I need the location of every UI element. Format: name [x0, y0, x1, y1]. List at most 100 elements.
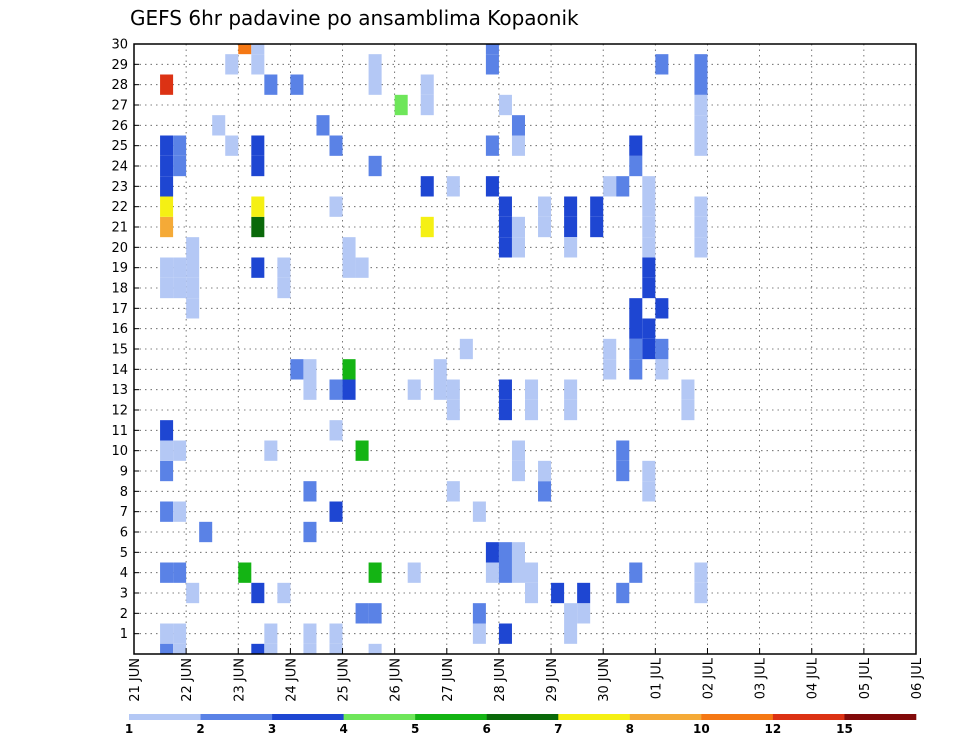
heatmap-cell [525, 582, 539, 604]
heatmap-cell [642, 460, 656, 482]
heatmap-cell [251, 643, 265, 654]
heatmap-cell [407, 562, 421, 583]
x-tick-label: 23 JUN [232, 658, 247, 702]
heatmap-cell [329, 623, 343, 644]
heatmap-cell [564, 196, 578, 217]
heatmap-cell [642, 318, 656, 339]
legend-swatch [343, 714, 416, 720]
heatmap-cell [238, 44, 252, 55]
legend-swatch [129, 714, 201, 720]
heatmap-cell [433, 379, 447, 400]
heatmap-cell [538, 460, 552, 482]
heatmap-cell [160, 460, 174, 482]
heatmap-cell [303, 521, 317, 543]
heatmap-cell [694, 115, 708, 136]
y-tick-label: 7 [120, 505, 128, 520]
heatmap-cell [251, 216, 265, 238]
y-tick-label: 26 [111, 119, 128, 134]
heatmap-cell [303, 481, 317, 502]
y-tick-label: 1 [120, 627, 128, 642]
legend-label: 10 [693, 722, 710, 736]
x-tick-label: 30 JUN [597, 658, 612, 702]
heatmap-cell [160, 176, 174, 197]
heatmap-cells [160, 44, 708, 654]
heatmap-cell [355, 440, 369, 461]
heatmap-cell [264, 643, 278, 654]
heatmap-cell [564, 399, 578, 421]
heatmap-cell [551, 582, 565, 604]
y-tick-label: 27 [111, 99, 128, 114]
legend-swatch [772, 714, 845, 720]
heatmap-cell [590, 196, 604, 217]
x-tick-label: 03 JUL [754, 657, 769, 699]
heatmap-cell [603, 338, 617, 360]
legend-swatch [629, 714, 702, 720]
heatmap-cell [472, 603, 486, 624]
y-tick-label: 23 [111, 180, 128, 195]
heatmap-cell [173, 277, 187, 299]
heatmap-cell [160, 440, 174, 461]
heatmap-cell [616, 582, 630, 604]
x-tick-label: 22 JUN [180, 658, 195, 702]
heatmap-cell [629, 359, 643, 380]
x-tick-label: 06 JUL [910, 657, 925, 699]
heatmap-cell [498, 542, 512, 563]
heatmap-cell [655, 54, 669, 75]
heatmap-cell [498, 94, 512, 116]
heatmap-cell [498, 379, 512, 400]
legend-swatch [844, 714, 917, 720]
heatmap-cell [290, 359, 304, 380]
heatmap-cell [694, 562, 708, 583]
heatmap-cell [368, 155, 382, 177]
heatmap-cell [251, 155, 265, 177]
heatmap-cell [212, 115, 226, 136]
y-tick-label: 30 [111, 38, 128, 53]
heatmap-cell [160, 196, 174, 217]
heatmap-cell [160, 216, 174, 238]
heatmap-cell [186, 277, 200, 299]
heatmap-cell [694, 196, 708, 217]
heatmap-cell [173, 135, 187, 156]
heatmap-cell [564, 379, 578, 400]
heatmap-cell [303, 643, 317, 654]
legend-label: 1 [125, 722, 133, 736]
y-tick-label: 13 [111, 383, 128, 398]
heatmap-cell [160, 420, 174, 441]
heatmap-cell [368, 603, 382, 624]
heatmap-cell [655, 298, 669, 319]
chart-title: GEFS 6hr padavine po ansamblima Kopaonik [130, 6, 579, 30]
heatmap-cell [655, 338, 669, 360]
heatmap-cell [251, 54, 265, 75]
heatmap-cell [511, 460, 525, 482]
heatmap-cell [642, 257, 656, 278]
heatmap-cell [173, 501, 187, 522]
heatmap-cell [251, 582, 265, 604]
heatmap-cell [329, 379, 343, 400]
legend-label: 8 [626, 722, 634, 736]
heatmap-cell [603, 176, 617, 197]
heatmap-cell [498, 562, 512, 583]
heatmap-cell [316, 115, 330, 136]
x-tick-label: 01 JUL [649, 657, 664, 699]
y-tick-label: 25 [111, 139, 128, 154]
x-tick-label: 21 JUN [128, 658, 143, 702]
x-tick-label: 25 JUN [337, 658, 352, 702]
heatmap-cell [694, 94, 708, 116]
heatmap-cell [186, 582, 200, 604]
heatmap-cell [329, 420, 343, 441]
x-tick-label: 29 JUN [545, 658, 560, 702]
y-tick-label: 2 [120, 607, 128, 622]
y-tick-label: 14 [111, 363, 128, 378]
legend-label: 4 [339, 722, 347, 736]
heatmap-cell [420, 94, 434, 116]
heatmap-cell [511, 216, 525, 238]
heatmap-cell [186, 257, 200, 278]
heatmap-cell [485, 562, 499, 583]
heatmap-cell [342, 359, 356, 380]
heatmap-cell [186, 298, 200, 319]
heatmap-cell [642, 196, 656, 217]
y-tick-label: 11 [111, 424, 128, 439]
heatmap-cell [173, 257, 187, 278]
y-tick-label: 21 [111, 221, 128, 236]
